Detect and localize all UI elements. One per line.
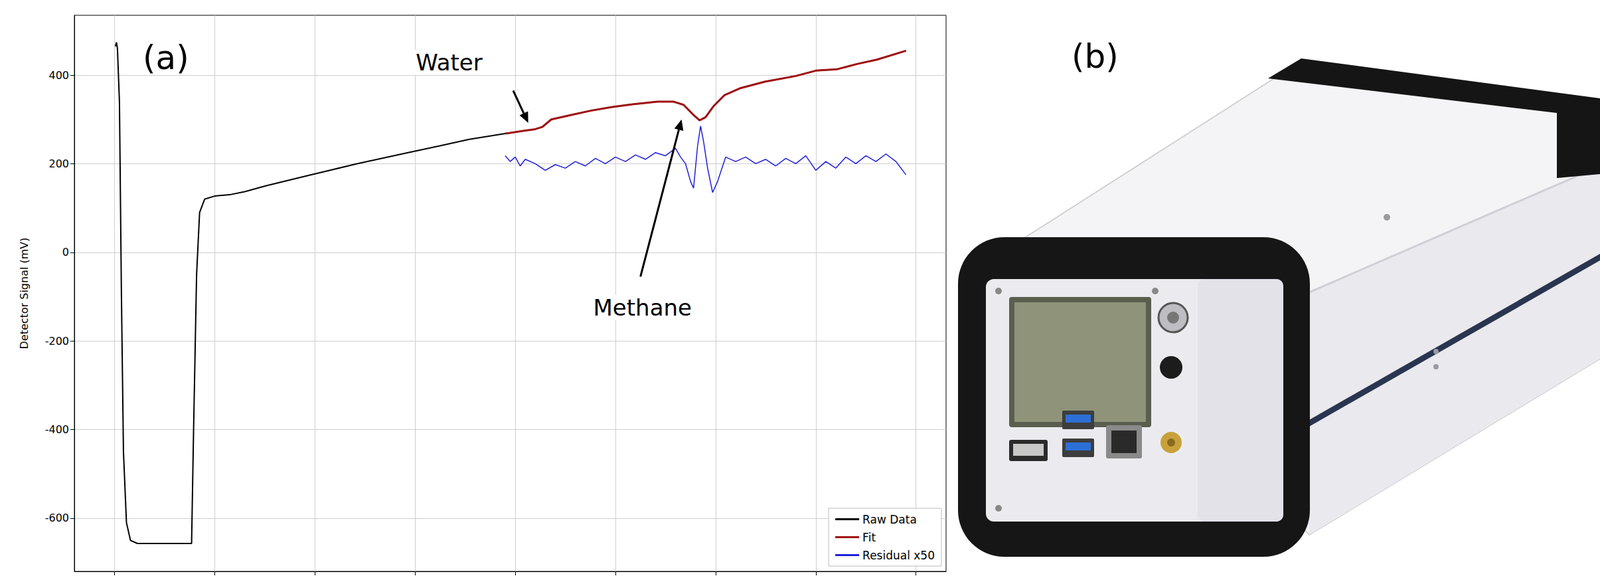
svg-text:200: 200 [48,157,70,170]
svg-text:-600: -600 [45,511,70,524]
svg-text:Residual x50: Residual x50 [862,548,935,562]
svg-text:-200: -200 [45,334,70,348]
svg-text:-400: -400 [45,422,70,436]
svg-text:Raw Data: Raw Data [862,512,917,526]
svg-text:(b): (b) [1071,37,1119,76]
svg-text:Methane: Methane [592,294,692,321]
svg-text:(a): (a) [142,38,190,78]
svg-text:Water: Water [415,49,483,76]
svg-text:Detector Signal (mV): Detector Signal (mV) [17,237,31,349]
svg-text:400: 400 [48,69,70,82]
svg-text:Fit: Fit [862,530,876,544]
svg-text:0: 0 [62,245,70,259]
